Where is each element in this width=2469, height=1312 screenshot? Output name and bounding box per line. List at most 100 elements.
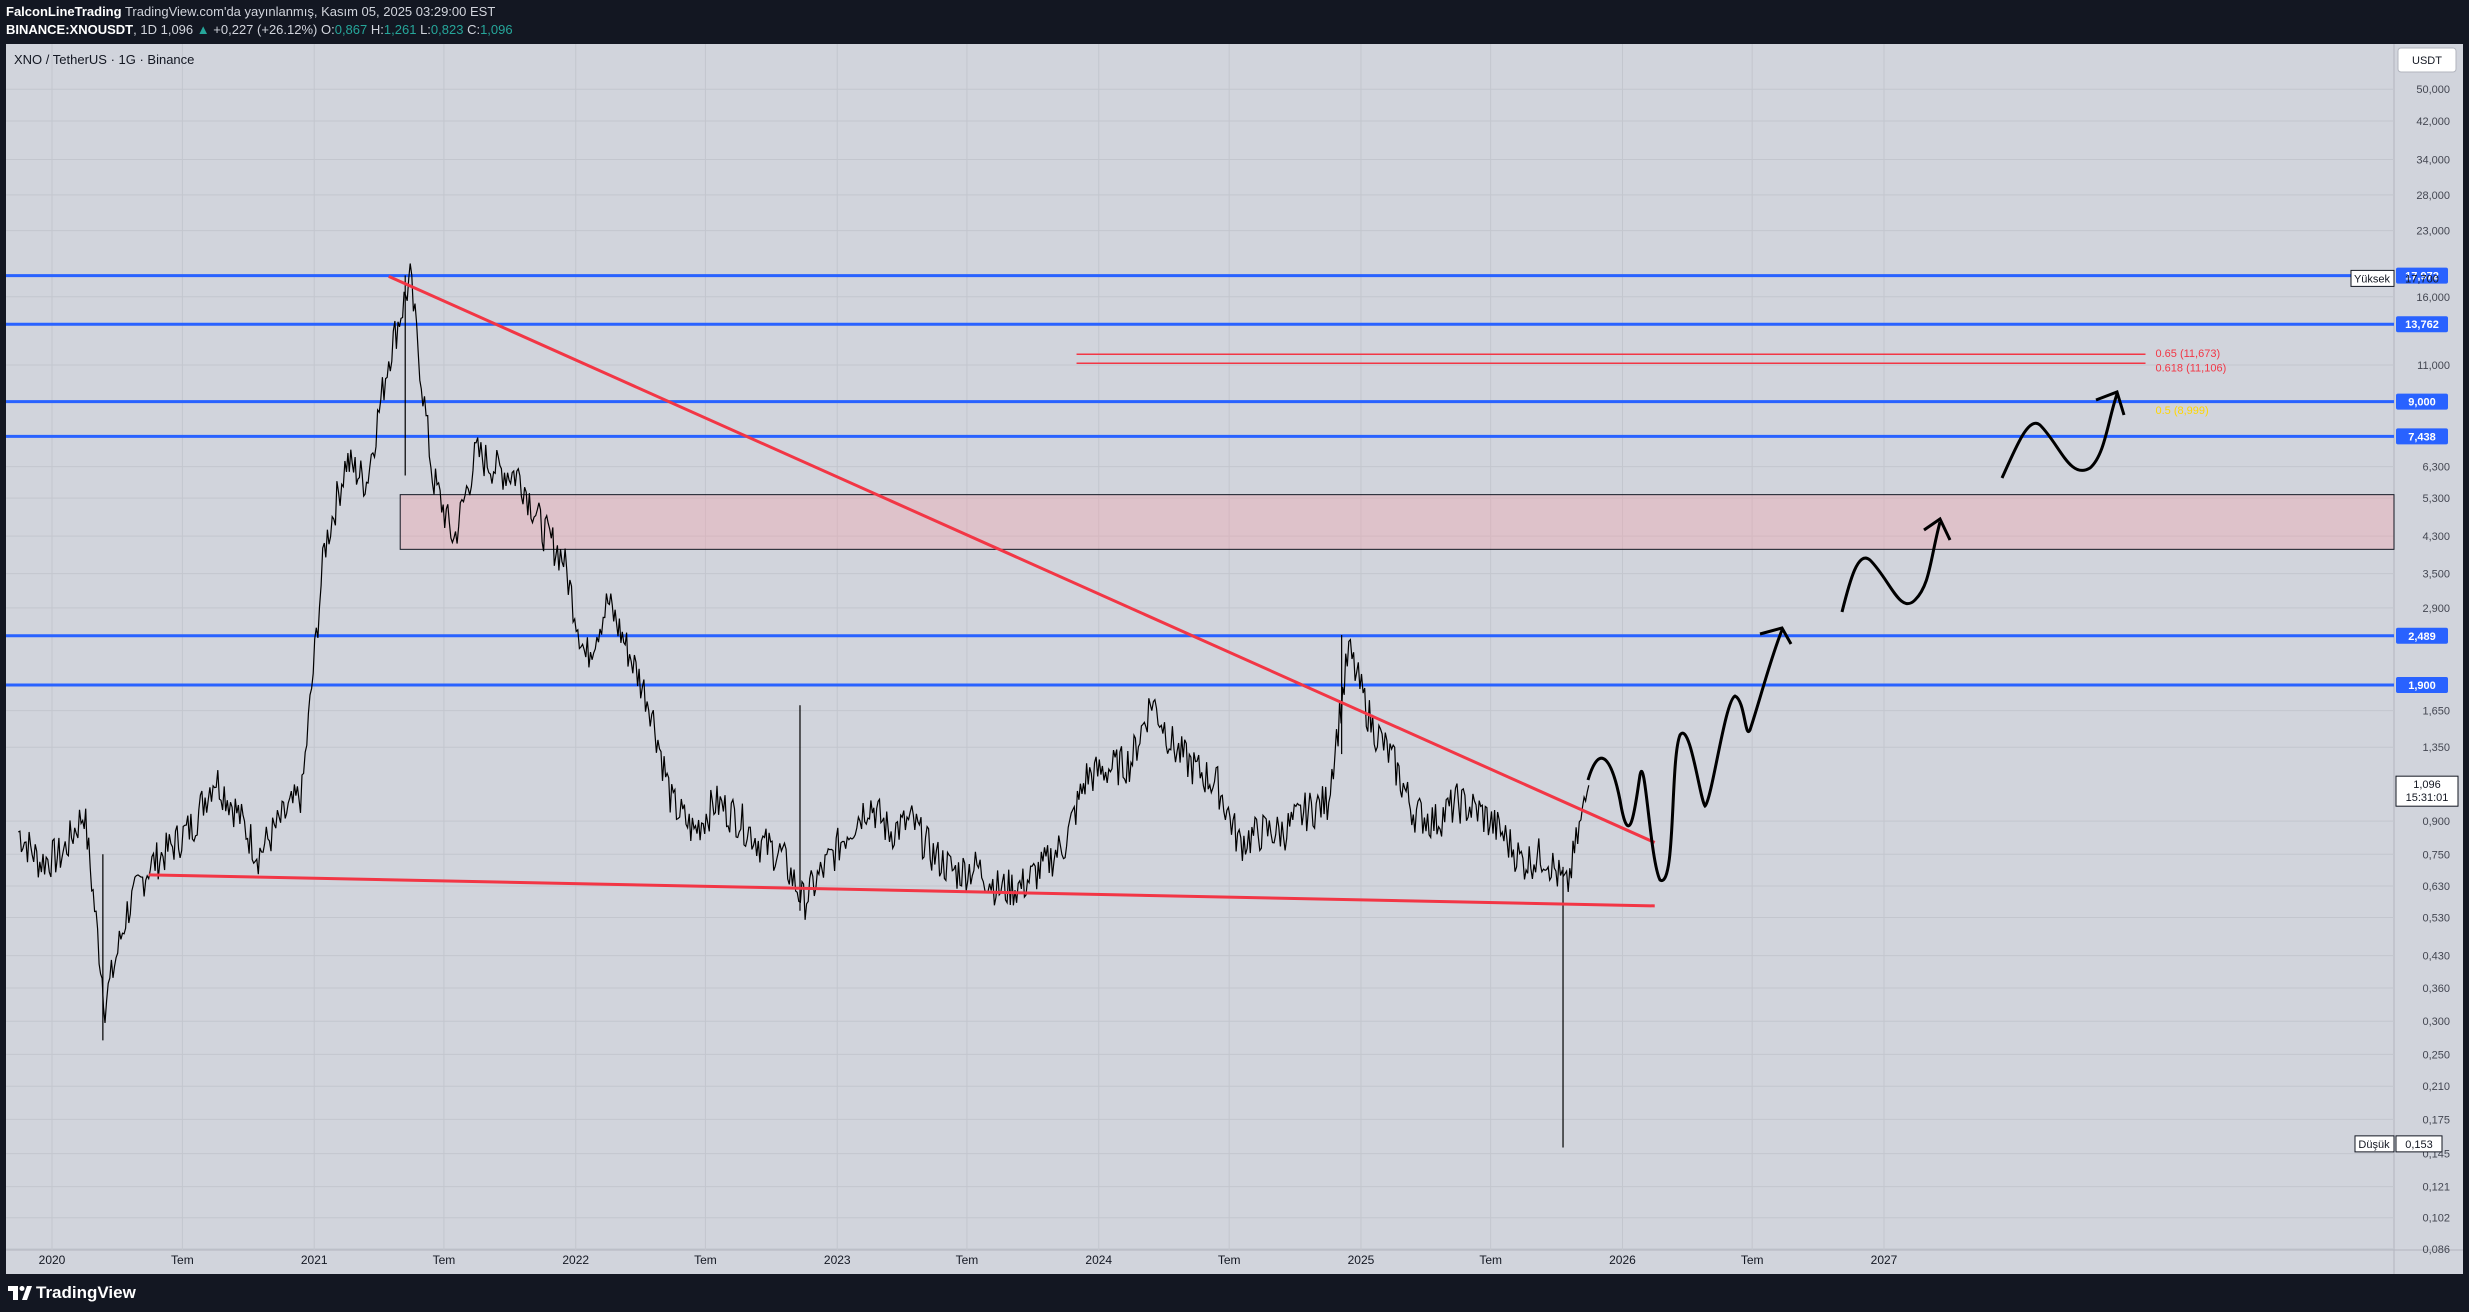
projection-arrow-1 <box>1759 626 1793 645</box>
x-tick-label: 2024 <box>1085 1253 1112 1267</box>
level-badge <box>2396 428 2448 445</box>
zone-rect <box>399 494 2395 550</box>
ohlc-line: BINANCE:XNOUSDT, 1D 1,096 ▲ +0,227 (+26.… <box>6 22 513 37</box>
fib-label: 0.618 (11,106) <box>2156 362 2227 374</box>
price-line <box>18 263 1590 1023</box>
y-tick-label: 50,000 <box>2416 84 2450 96</box>
y-tick-label: 0,360 <box>2422 983 2450 995</box>
x-tick-label: Tem <box>694 1253 717 1267</box>
open-value: 0,867 <box>334 22 368 37</box>
level-badge <box>2396 316 2448 333</box>
trend-lines[interactable] <box>148 274 1656 908</box>
projection-path-3 <box>2000 393 2119 479</box>
x-tick-label: Tem <box>956 1253 979 1267</box>
tradingview-brand[interactable]: TradingView <box>36 1283 136 1302</box>
projection-drawing[interactable] <box>1586 390 2126 882</box>
high-value: 1,261 <box>383 22 417 37</box>
close-value: 1,096 <box>480 22 513 37</box>
x-tick-label: Tem <box>171 1253 194 1267</box>
fib-lines[interactable]: 0.65 (11,673) 0.618 (11,106) 0.5 (8,999) <box>1076 348 2227 417</box>
fib-yellow-label: 0.5 (8,999) <box>2156 405 2209 417</box>
low-marker-value: 0,153 <box>2405 1139 2433 1151</box>
low-value: 0,823 <box>430 22 464 37</box>
level-badge-text: 17,972 <box>2405 271 2439 283</box>
x-tick-label: 2022 <box>562 1253 589 1267</box>
x-tick-label: 2027 <box>1871 1253 1898 1267</box>
resistance-zone[interactable] <box>399 494 2395 550</box>
y-tick-label: 0,630 <box>2422 881 2450 893</box>
published-text: TradingView.com'da yayınlanmış, Kasım 05… <box>124 4 496 19</box>
y-tick-label: 42,000 <box>2416 116 2450 128</box>
level-badge-text: 9,000 <box>2408 397 2436 409</box>
level-badge <box>2396 267 2448 284</box>
close-label: C: <box>467 22 481 37</box>
level-badge <box>2396 627 2448 644</box>
y-tick-label: 0,530 <box>2422 913 2450 925</box>
y-tick-label: 16,000 <box>2416 292 2450 304</box>
footer-bar: TradingView <box>0 1274 2469 1312</box>
price-axis: 50,000 42,000 34,000 28,000 23,000 16,000 11,0… <box>2416 84 2450 1256</box>
y-tick-label: 3,500 <box>2422 569 2450 581</box>
y-tick-label: 5,300 <box>2422 493 2450 505</box>
x-tick-label: 2020 <box>39 1253 66 1267</box>
tradingview-logo-icon[interactable] <box>8 1286 32 1300</box>
y-tick-label: 0,900 <box>2422 816 2450 828</box>
y-tick-label: 0,210 <box>2422 1081 2450 1093</box>
level-badge-text: 7,438 <box>2408 431 2436 443</box>
level-badge-text: 13,762 <box>2405 319 2439 331</box>
level-badge-text: 1,900 <box>2408 680 2436 692</box>
interval-label: 1D <box>140 22 157 37</box>
x-tick-label: 2021 <box>301 1253 328 1267</box>
level-badge <box>2396 676 2448 693</box>
y-tick-label: 0,300 <box>2422 1016 2450 1028</box>
y-tick-label: 1,350 <box>2422 742 2450 754</box>
currency-badge <box>2397 47 2457 73</box>
projection-arrow-3 <box>2095 390 2126 416</box>
author-name[interactable]: FalconLineTrading <box>6 4 122 19</box>
x-tick-label: Tem <box>1218 1253 1241 1267</box>
currency-badge-text: USDT <box>2412 55 2442 67</box>
time-axis: 2020 Tem 2021 Tem 2022 Tem 2023 Tem 2024 Tem 2025 T… <box>39 1253 1898 1267</box>
x-tick-label: Tem <box>1479 1253 1502 1267</box>
y-tick-label: 0,250 <box>2422 1049 2450 1061</box>
change-value: +0,227 (+26.12%) <box>213 22 318 37</box>
y-tick-label: 0,086 <box>2422 1244 2450 1256</box>
price-series <box>18 263 1590 1148</box>
chart-header: FalconLineTrading TradingView.com'da yay… <box>0 0 2469 44</box>
high-marker-value: 17,700 <box>2405 273 2439 285</box>
projection-path-2 <box>1840 521 1942 613</box>
y-tick-label: 28,000 <box>2416 190 2450 202</box>
level-badge <box>2396 393 2448 410</box>
projection-arrow-2 <box>1923 516 1952 541</box>
low-marker-box <box>2354 1135 2395 1153</box>
grid-lines <box>6 44 2394 1250</box>
low-value-box <box>2395 1135 2443 1153</box>
y-tick-label: 0,430 <box>2422 951 2450 963</box>
triangle-up-icon: ▲ <box>196 22 210 37</box>
horizontal-levels[interactable] <box>6 274 2394 687</box>
x-tick-label: 2026 <box>1609 1253 1636 1267</box>
projection-path-1 <box>1586 629 1784 882</box>
chart-labels: 17,972 13,762 9,000 7,438 2,489 1,900 1,09615:… <box>2350 47 2459 1153</box>
trend-line <box>388 274 1656 844</box>
y-tick-label: 0,121 <box>2422 1182 2450 1194</box>
high-label: H: <box>370 22 384 37</box>
x-tick-label: 2025 <box>1348 1253 1375 1267</box>
y-tick-label: 0,175 <box>2422 1114 2450 1126</box>
symbol-name: BINANCE:XNOUSDT <box>6 22 134 37</box>
countdown-text: 15:31:01 <box>2406 792 2449 804</box>
current-price-text: 1,096 <box>2413 779 2441 791</box>
low-label: L: <box>420 22 431 37</box>
y-tick-label: 0,750 <box>2422 849 2450 861</box>
chart-title: XNO / TetherUS · 1G · Binance <box>14 52 194 67</box>
trend-line <box>148 873 1655 908</box>
x-tick-label: 2023 <box>824 1253 851 1267</box>
open-label: O: <box>320 22 335 37</box>
high-marker-box <box>2350 269 2395 287</box>
y-tick-label: 11,000 <box>2417 360 2450 372</box>
price-axis-background[interactable] <box>2394 44 2463 1274</box>
x-tick-label: Tem <box>433 1253 456 1267</box>
y-tick-label: 6,300 <box>2422 462 2450 474</box>
current-price-badge <box>2395 775 2459 807</box>
